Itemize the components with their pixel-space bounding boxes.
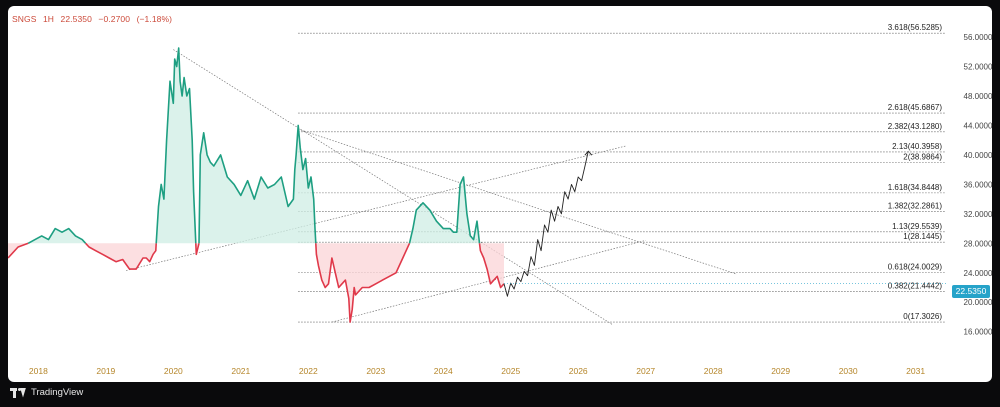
interval-label[interactable]: 1H: [42, 14, 55, 24]
price-line-up[interactable]: [198, 124, 317, 244]
price-line-up[interactable]: [27, 227, 87, 245]
x-tick-label: 2020: [164, 366, 183, 376]
area-below-baseline: [85, 243, 157, 270]
symbol-header: SNGS 1H 22.5350 −0.2700 (−1.18%): [12, 14, 176, 24]
x-tick-label: 2018: [29, 366, 48, 376]
fib-level-label: 2(38.9864): [903, 152, 942, 161]
x-tick-label: 2030: [839, 366, 858, 376]
tradingview-logo-icon: [10, 387, 26, 398]
area-above-baseline: [156, 48, 196, 244]
projection-path[interactable]: [503, 151, 589, 297]
fib-level-label: 0(17.3026): [903, 312, 942, 321]
y-tick-label: 20.0000: [964, 298, 992, 307]
y-tick-label: 40.0000: [964, 151, 992, 160]
price-label: 22.5350: [60, 14, 92, 24]
area-below-baseline: [8, 243, 29, 258]
x-tick-label: 2031: [906, 366, 925, 376]
y-tick-label: 28.0000: [964, 239, 992, 248]
price-line-down[interactable]: [85, 242, 157, 270]
fib-level-label: 0.382(21.4442): [888, 282, 943, 291]
y-tick-label: 56.0000: [964, 33, 992, 42]
price-line-up[interactable]: [155, 47, 197, 244]
y-tick-label: 24.0000: [964, 269, 992, 278]
fib-level-label: 0.618(24.0029): [888, 263, 943, 272]
x-tick-label: 2019: [96, 366, 115, 376]
x-tick-label: 2023: [366, 366, 385, 376]
x-tick-label: 2025: [501, 366, 520, 376]
fib-level-label: 1(28.1445): [903, 232, 942, 241]
trend-line[interactable]: [298, 128, 737, 275]
fib-level-label: 1.13(29.5539): [892, 222, 942, 231]
fib-level-label: 2.382(43.1280): [888, 122, 943, 131]
x-tick-label: 2029: [771, 366, 790, 376]
y-tick-label: 16.0000: [964, 328, 992, 337]
price-line-down[interactable]: [478, 243, 505, 289]
last-price-badge: 22.5350: [952, 285, 990, 298]
brand-label: TradingView: [31, 387, 84, 398]
area-above-baseline: [409, 177, 480, 244]
price-line-down[interactable]: [315, 242, 411, 323]
y-tick-label: 44.0000: [964, 121, 992, 130]
fib-level-label: 1.382(32.2861): [888, 202, 943, 211]
area-below-baseline: [479, 243, 504, 288]
change-pct-label: (−1.18%): [136, 14, 173, 24]
y-tick-label: 48.0000: [964, 92, 992, 101]
price-line-down[interactable]: [195, 243, 200, 256]
fib-level-label: 3.618(56.5285): [888, 23, 943, 32]
change-label: −0.2700: [98, 14, 131, 24]
y-tick-label: 36.0000: [964, 180, 992, 189]
price-line-up[interactable]: [408, 176, 481, 244]
y-tick-label: 52.0000: [964, 63, 992, 72]
x-tick-label: 2024: [434, 366, 453, 376]
fib-level-label: 2.618(45.6867): [888, 103, 943, 112]
x-tick-label: 2027: [636, 366, 655, 376]
price-line-down[interactable]: [8, 242, 29, 259]
x-tick-label: 2022: [299, 366, 318, 376]
tradingview-brand[interactable]: TradingView: [10, 387, 83, 398]
fib-level-label: 1.618(34.8448): [888, 183, 943, 192]
symbol-label[interactable]: SNGS: [12, 14, 37, 24]
chart-panel[interactable]: 56.0000 52.0000 48.0000 44.0000 40.0000 36.00…: [8, 6, 992, 382]
x-tick-label: 2028: [704, 366, 723, 376]
projection-arrowhead: [584, 150, 593, 156]
trend-line[interactable]: [173, 49, 613, 325]
price-chart[interactable]: 56.0000 52.0000 48.0000 44.0000 40.0000 36.00…: [8, 6, 992, 382]
trend-line[interactable]: [331, 240, 646, 323]
area-above-baseline: [199, 125, 316, 244]
x-tick-label: 2021: [231, 366, 250, 376]
fib-level-label: 2.13(40.3958): [892, 142, 942, 151]
area-below-baseline: [315, 243, 410, 323]
y-tick-label: 32.0000: [964, 210, 992, 219]
x-tick-label: 2026: [569, 366, 588, 376]
